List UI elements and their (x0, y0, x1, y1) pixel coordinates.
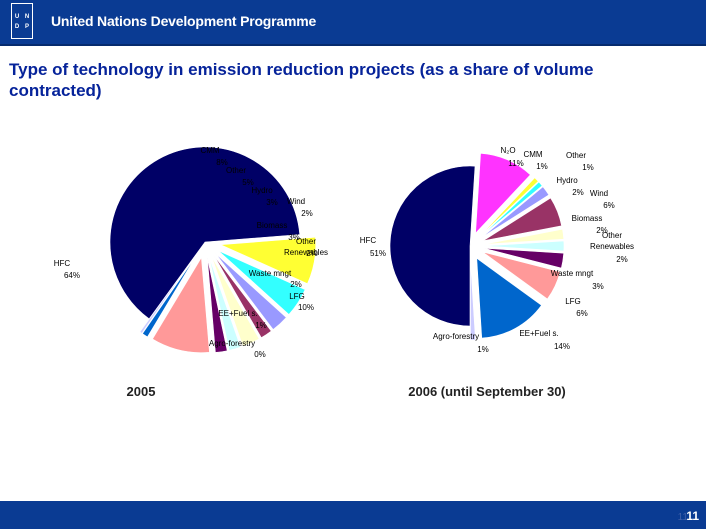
pie-label-biomass: Biomass (572, 214, 603, 223)
pie-label-wind: Wind (287, 197, 305, 206)
logo-letter-u: U (14, 14, 20, 20)
pie-value-cmm: 8% (216, 158, 228, 167)
pie-value-n2o: 11% (508, 159, 523, 168)
pie-slice-hfc (109, 146, 301, 320)
pie-label-other: Other (566, 151, 586, 160)
logo-letter-n: N (24, 14, 30, 20)
pie-slice-hydro (215, 253, 287, 330)
pie-label-wind: Wind (590, 189, 608, 198)
pie-label-n2o: N₂O (500, 146, 515, 155)
pie-slice-biomass (483, 228, 565, 245)
pie-slice-waste-mngt (207, 257, 228, 353)
pie-slice-ee-fuel-s (476, 257, 542, 339)
logo-letter-p: P (24, 24, 29, 30)
pie-slice-other (480, 181, 543, 237)
pie-label-ee-fuel-s: EE+Fuel s. (218, 309, 257, 318)
pie-value-other-renewables: 2% (306, 249, 318, 258)
pie-slice-cmm (220, 236, 317, 285)
pie-label-biomass: Biomass (257, 221, 288, 230)
pie-label-ee-fuel-s: EE+Fuel s. (519, 329, 558, 338)
pie-slice-hfc (389, 165, 476, 327)
pie-value-hfc: 64% (64, 271, 80, 280)
pie-value-wind: 6% (603, 201, 615, 210)
logo-letter-d: D (14, 24, 20, 30)
pie-value-cmm: 1% (536, 162, 548, 171)
pie-label-hydro: Hydro (251, 186, 273, 195)
page-number: 11 (686, 509, 699, 523)
pie-value-ee-fuel-s: 14% (554, 342, 570, 351)
undp-logo: U N D P (11, 3, 33, 39)
pie-label-hydro: Hydro (556, 176, 578, 185)
pie-value-lfg: 10% (298, 303, 314, 312)
chart-caption: 2006 (until September 30) (408, 384, 566, 399)
pie-label-cmm: CMM (200, 146, 219, 155)
chart-caption: 2005 (127, 384, 156, 399)
pie-label-waste-mngt: Waste mngt (551, 269, 594, 278)
pie-value-hfc: 51% (370, 249, 386, 258)
pie-value-biomass: 3% (288, 233, 300, 242)
pie-label-other-renewables: Other Renewables (284, 237, 328, 257)
pie-slice-lfg (482, 251, 561, 300)
page-number-shadow: 11 (677, 512, 688, 523)
pie-label-hfc: HFC (54, 259, 71, 268)
pie-slice-cmm (479, 177, 539, 237)
slide-title: Type of technology in emission reduction… (9, 60, 594, 100)
pie-label-waste-mngt: Waste mngt (249, 269, 292, 278)
pie-label-lfg: LFG (289, 292, 305, 301)
header-bar: U N D P United Nations Development Progr… (0, 0, 706, 46)
pie-value-hydro: 2% (572, 188, 584, 197)
pie-slice-lfg (152, 256, 210, 353)
pie-value-waste-mngt: 3% (592, 282, 604, 291)
pie-label-agro-forestry: Agro-forestry (209, 339, 255, 348)
pie-slice-wind (482, 197, 562, 242)
pie-slice-biomass (211, 256, 260, 347)
pie-slice-n2o (475, 152, 531, 234)
pie-slice-other-renewables (209, 257, 241, 351)
pie-label-other-renewables: Other Renewables (590, 231, 634, 251)
pie-label-hfc: HFC (360, 236, 377, 245)
pie-label-other: Other (226, 166, 246, 175)
pie-value-other: 5% (242, 178, 254, 187)
pie-slice-hydro (481, 186, 550, 239)
pie-slice-other (218, 250, 306, 315)
pie-value-waste-mngt: 2% (290, 280, 302, 289)
pie-label-agro-forestry: Agro-forestry (433, 332, 479, 341)
footer-bar (0, 501, 706, 529)
pie-value-hydro: 3% (266, 198, 278, 207)
pie-value-other: 1% (582, 163, 594, 172)
pie-value-biomass: 2% (596, 226, 608, 235)
pie-label-cmm: CMM (523, 150, 542, 159)
pie-value-wind: 2% (301, 209, 313, 218)
pie-value-lfg: 6% (576, 309, 588, 318)
pie-value-ee-fuel-s: 1% (255, 321, 267, 330)
pie-slice-ee-fuel-s (142, 255, 197, 338)
pie-slice-waste-mngt (483, 247, 564, 269)
pie-slice-agro-forestry (139, 254, 197, 334)
pie-slice-wind (213, 255, 272, 339)
pie-value-agro-forestry: 0% (254, 350, 266, 359)
pie-value-other-renewables: 2% (616, 255, 628, 264)
pie-slice-other-renewables (483, 240, 565, 252)
pie-slice-agro-forestry (470, 259, 476, 341)
pie-value-agro-forestry: 1% (477, 345, 489, 354)
pie-label-lfg: LFG (565, 297, 581, 306)
org-name: United Nations Development Programme (51, 13, 317, 29)
